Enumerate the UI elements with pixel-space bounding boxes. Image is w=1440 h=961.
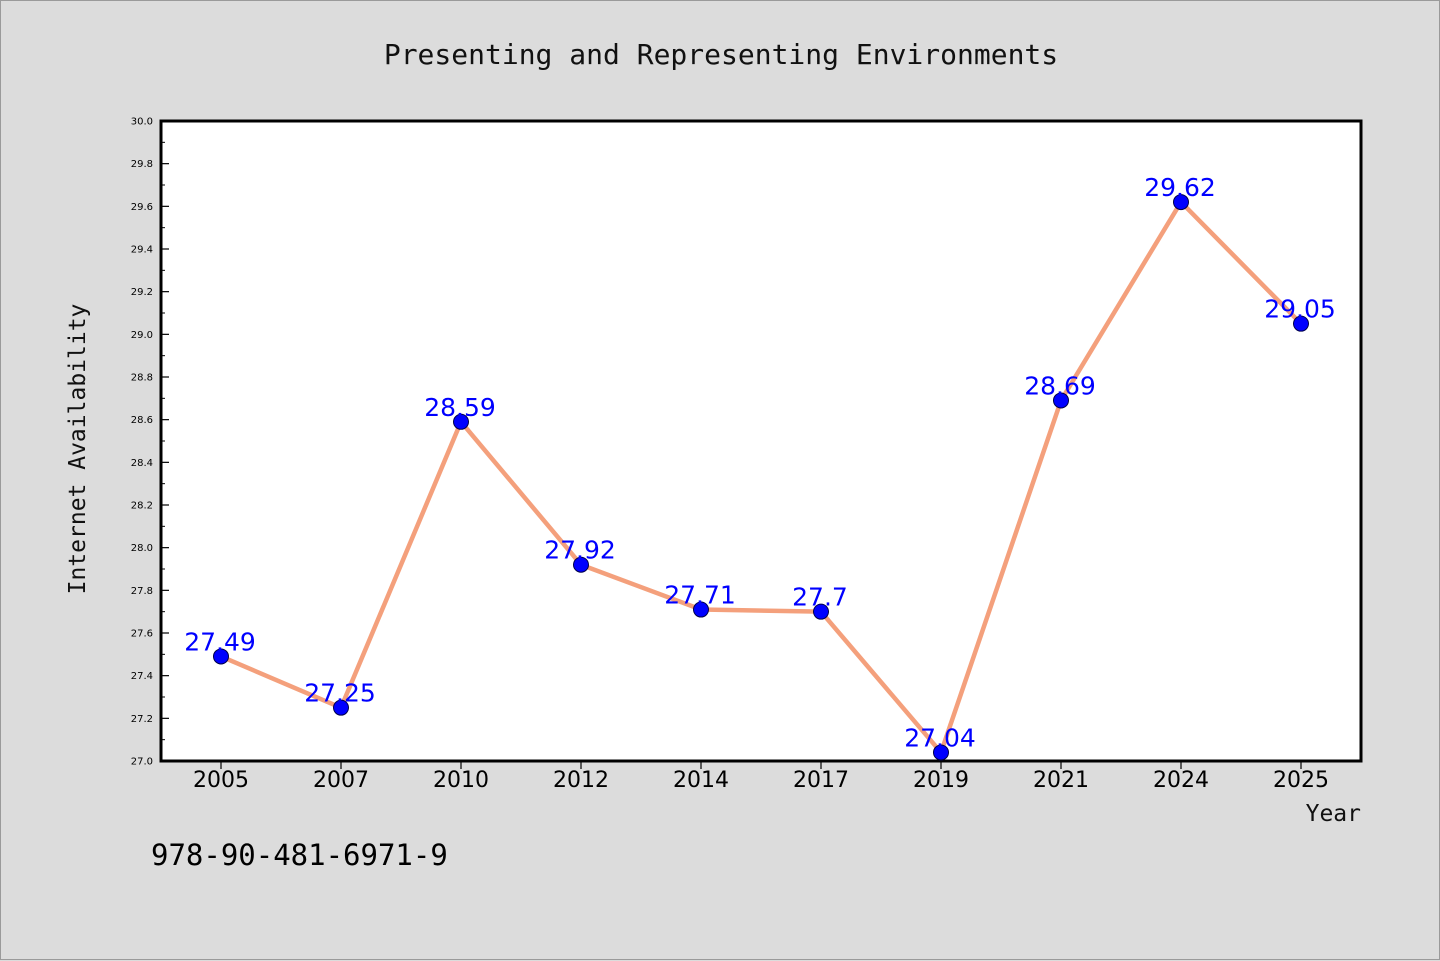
- data-label: 28.69: [1024, 371, 1096, 400]
- y-tick-label: 27.8: [131, 586, 153, 597]
- y-axis-label: Internet Availability: [65, 304, 91, 595]
- plot-area: [159, 119, 1363, 763]
- y-tick-label: 30.0: [131, 117, 153, 128]
- series-line-group: [213, 194, 1309, 761]
- data-label: 27.49: [184, 627, 256, 656]
- data-point: [813, 603, 829, 620]
- data-point: [213, 648, 229, 665]
- y-tick-label: 28.0: [131, 543, 153, 554]
- y-tick-label: 27.2: [131, 714, 153, 725]
- x-tick-label: 2019: [913, 768, 969, 793]
- footnote-isbn: 978-90-481-6971-9: [151, 838, 448, 872]
- x-tick-label: 2007: [313, 768, 369, 793]
- series-line: [220, 199, 1303, 755]
- x-tick-label: 2025: [1273, 768, 1329, 793]
- y-tick-label: 27.0: [131, 757, 153, 768]
- data-label: 27.7: [792, 583, 848, 612]
- x-axis: 2005 2007 2010 2012 2014 2017 2019 2021 2024 2025: [193, 761, 1329, 793]
- x-tick-label: 2024: [1153, 768, 1209, 793]
- x-tick-label: 2021: [1033, 768, 1089, 793]
- y-tick-label: 29.0: [131, 330, 153, 341]
- y-tick-label: 29.6: [131, 202, 153, 213]
- x-tick-label: 2005: [193, 768, 249, 793]
- data-label: 27.25: [304, 679, 376, 708]
- data-point: [1053, 392, 1069, 409]
- x-tick-label: 2014: [673, 768, 729, 793]
- data-point: [453, 413, 469, 430]
- data-label: 28.59: [424, 393, 496, 422]
- data-point: [933, 744, 949, 761]
- y-tick-label: 29.4: [131, 245, 153, 256]
- y-axis: 27.0 27.2 27.4 27.6 27.8 28.0 28.2 28.4 28.6 28.8…: [131, 117, 169, 768]
- data-label: 29.05: [1264, 295, 1336, 324]
- data-label: 29.62: [1144, 173, 1216, 202]
- data-point: [1173, 194, 1189, 211]
- data-labels: 27.49 27.25 28.59 27.92 27.71 27.7 27.04 28.69 2…: [184, 173, 1336, 752]
- data-point: [693, 601, 709, 618]
- y-tick-label: 27.6: [131, 629, 153, 640]
- y-tick-label: 27.4: [131, 671, 153, 682]
- x-tick-label: 2012: [553, 768, 609, 793]
- y-tick-label: 28.8: [131, 373, 153, 384]
- x-axis-label: Year: [1306, 801, 1361, 827]
- y-tick-label: 28.2: [131, 501, 153, 512]
- y-tick-label: 29.2: [131, 287, 153, 298]
- data-point: [333, 699, 349, 716]
- data-label: 27.71: [664, 581, 736, 610]
- x-tick-label: 2017: [793, 768, 849, 793]
- data-point: [1293, 315, 1309, 332]
- y-tick-label: 28.4: [131, 458, 153, 469]
- data-label: 27.92: [544, 536, 616, 565]
- y-tick-label: 29.8: [131, 159, 153, 170]
- x-tick-label: 2010: [433, 768, 489, 793]
- data-point: [573, 556, 589, 573]
- chart-title: Presenting and Representing Environments: [384, 38, 1058, 71]
- data-label: 27.04: [904, 723, 976, 752]
- y-tick-label: 28.6: [131, 415, 153, 426]
